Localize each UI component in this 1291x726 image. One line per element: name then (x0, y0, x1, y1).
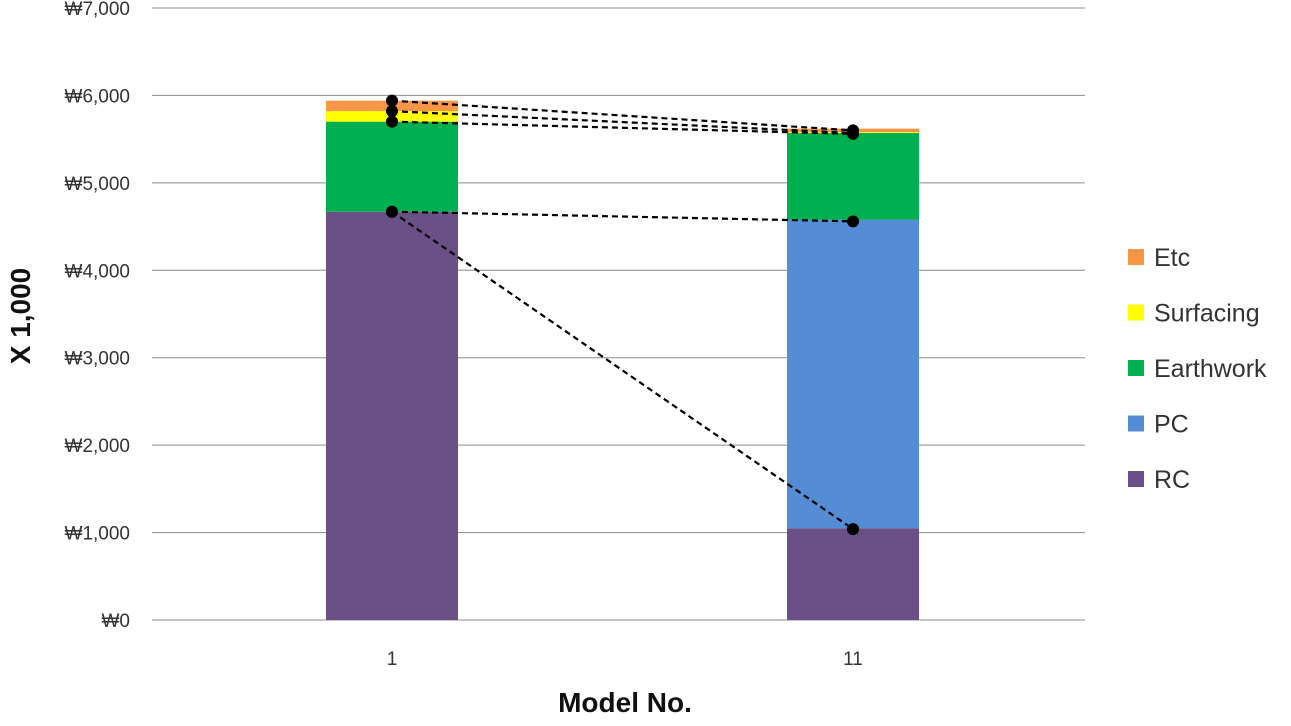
legend-swatch-earthwork (1128, 360, 1144, 376)
bar-segment-earthwork-model-11 (787, 133, 919, 220)
y-tick-label: ₩5,000 (65, 174, 130, 195)
connector-lines (386, 94, 859, 536)
connector-point (847, 523, 859, 536)
connector-line (391, 120, 854, 135)
x-tick-label: 11 (843, 649, 863, 670)
legend-swatch-rc (1128, 471, 1144, 487)
legend-swatch-pc (1128, 415, 1144, 432)
y-axis-title: X 1,000 (5, 268, 36, 365)
connector-line (391, 210, 854, 223)
y-tick-labels: ₩0 ₩1,000 ₩2,000 ₩3,000 ₩4,000 ₩5,000 ₩6,000 ₩7… (65, 0, 130, 632)
connector-point (386, 105, 398, 118)
legend-label-pc: PC (1154, 411, 1189, 439)
connector-point (847, 124, 859, 137)
bar-segment-rc-model-1 (326, 211, 458, 621)
legend-label-surfacing: Surfacing (1154, 300, 1260, 328)
legend-label-earthwork: Earthwork (1154, 355, 1267, 383)
bar-segment-pc-model-11 (787, 219, 919, 529)
connector-line (391, 110, 854, 135)
y-tick-label: ₩6,000 (65, 86, 130, 107)
connector-point (386, 205, 398, 218)
y-tick-label: ₩2,000 (65, 436, 130, 457)
x-tick-labels: 1 11 (387, 649, 863, 670)
y-tick-label: ₩0 (102, 611, 131, 632)
y-tick-label: ₩1,000 (65, 524, 130, 545)
legend-swatch-etc (1128, 249, 1144, 265)
gridlines (152, 7, 1085, 621)
y-tick-label: ₩7,000 (65, 0, 130, 20)
legend: Etc Surfacing Earthwork PC RC (1128, 244, 1267, 494)
y-tick-label: ₩4,000 (65, 261, 130, 282)
bar-segment-rc-model-11 (787, 528, 919, 620)
connector-point (386, 94, 398, 107)
y-tick-label: ₩3,000 (65, 349, 130, 370)
legend-label-rc: RC (1154, 466, 1190, 494)
legend-swatch-surfacing (1128, 304, 1144, 321)
connector-point (386, 115, 398, 128)
x-axis-title: Model No. (558, 687, 692, 718)
connector-point (847, 215, 859, 228)
bar-segment-earthwork-model-1 (326, 121, 458, 212)
x-tick-label: 1 (387, 649, 398, 670)
connector-line (391, 210, 854, 530)
legend-label-etc: Etc (1154, 244, 1190, 272)
bars (326, 100, 919, 621)
connector-line (391, 99, 854, 132)
